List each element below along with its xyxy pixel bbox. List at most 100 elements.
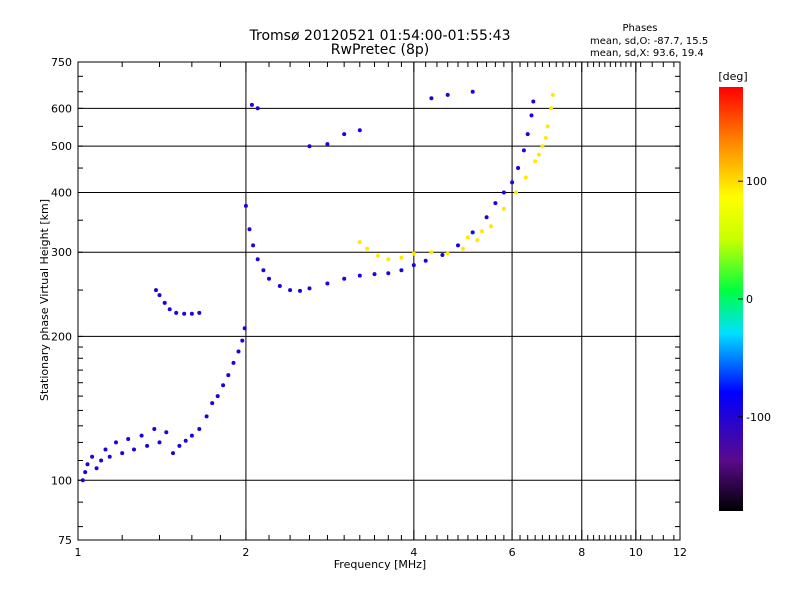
data-point-O (215, 394, 220, 399)
data-point-O (521, 148, 526, 153)
y-tick-label: 200 (51, 330, 72, 343)
data-point-O (277, 284, 282, 288)
data-point-O (145, 443, 150, 448)
data-point-O (298, 288, 302, 293)
data-point-O (531, 99, 536, 104)
phases-title: Phases (622, 23, 657, 34)
y-tick-labels: 75 100 200 300 400 500 600 750 (51, 56, 72, 547)
data-point-O (182, 311, 187, 316)
data-point-O (307, 286, 312, 291)
data-point-O (120, 451, 125, 456)
data-point-O (243, 203, 248, 208)
data-point-O (171, 451, 175, 456)
colorbar-tick-label: 100 (746, 175, 767, 188)
data-point-O (114, 440, 118, 445)
chart-subtitle: RwPretec (8p) (331, 42, 429, 58)
data-point-X (540, 144, 545, 149)
data-point-O (456, 243, 460, 248)
data-point-O (197, 427, 202, 431)
data-point-X (550, 92, 555, 97)
data-point-O (174, 310, 179, 315)
data-point-X (445, 251, 450, 256)
data-point-O (342, 132, 347, 137)
data-point-O (325, 281, 330, 286)
data-point-O (255, 257, 260, 262)
data-point-O (325, 142, 330, 147)
data-point-O (162, 300, 167, 305)
data-point-O (510, 180, 515, 185)
data-point-X (465, 235, 470, 240)
data-point-O (99, 458, 104, 463)
data-point-O (267, 276, 271, 281)
data-point-O (154, 288, 158, 293)
y-tick-label: 300 (51, 246, 72, 259)
data-point-X (549, 106, 554, 111)
axis-ticks (77, 62, 680, 540)
data-point-O (386, 271, 391, 276)
data-point-O (261, 268, 266, 273)
data-point-O (307, 144, 312, 149)
phases-o-stats: mean, sd,O: -87.7, 15.5 (590, 36, 708, 47)
data-point-O (85, 462, 90, 467)
data-point-O (470, 230, 475, 235)
data-point-O (357, 273, 362, 278)
data-point-O (529, 113, 534, 118)
data-point-O (423, 258, 428, 263)
data-point-O (189, 433, 194, 438)
phases-x-stats: mean, sd,X: 93.6, 19.4 (590, 48, 704, 59)
data-point-O (440, 253, 445, 257)
y-tick-label: 600 (51, 102, 72, 115)
y-axis-label: Stationary phase Virtual Height [km] (38, 199, 51, 401)
colorbar-tick-label: 0 (746, 293, 753, 306)
x-tick-label: 8 (578, 546, 585, 559)
data-point-O (103, 447, 108, 452)
data-point-O (372, 272, 377, 277)
data-point-O (231, 360, 236, 365)
data-point-O (152, 427, 157, 431)
data-points (80, 89, 555, 483)
data-point-X (489, 224, 493, 229)
y-tick-label: 400 (51, 186, 72, 199)
data-point-X (545, 124, 550, 129)
data-point-O (342, 276, 347, 281)
data-point-O (493, 201, 498, 206)
data-point-O (167, 307, 172, 312)
data-point-O (470, 89, 475, 94)
data-point-X (365, 246, 370, 251)
data-point-O (516, 166, 521, 170)
data-point-X (357, 240, 362, 245)
x-axis-label: Frequency [MHz] (334, 558, 426, 571)
data-point-O (94, 466, 99, 471)
data-point-O (157, 293, 162, 298)
data-point-O (236, 349, 241, 354)
data-point-O (247, 227, 252, 232)
grid-lines (78, 62, 680, 540)
data-point-O (126, 437, 131, 441)
x-tick-label: 2 (242, 546, 249, 559)
chart-title: Tromsø 20120521 01:54:00-01:55:43 (249, 28, 511, 44)
data-point-O (164, 430, 169, 435)
data-point-O (139, 433, 144, 438)
plot-frame (77, 61, 681, 541)
data-point-X (543, 136, 548, 140)
data-point-X (411, 251, 416, 256)
data-point-X (386, 257, 391, 262)
data-point-O (251, 243, 256, 248)
x-tick-label: 6 (509, 546, 516, 559)
data-point-O (249, 102, 254, 107)
data-point-X (523, 175, 528, 180)
data-point-O (132, 447, 136, 452)
y-tick-label: 750 (51, 56, 72, 69)
x-tick-label: 1 (75, 546, 82, 559)
data-point-X (475, 238, 480, 243)
data-point-X (399, 255, 404, 260)
data-point-O (189, 311, 194, 316)
data-point-O (399, 268, 404, 273)
data-point-O (83, 470, 88, 475)
data-point-O (221, 383, 226, 388)
colorbar-ticks: -100 0 100 (738, 175, 771, 424)
data-point-X (533, 159, 538, 164)
data-point-X (536, 152, 541, 157)
data-point-O (80, 478, 85, 483)
